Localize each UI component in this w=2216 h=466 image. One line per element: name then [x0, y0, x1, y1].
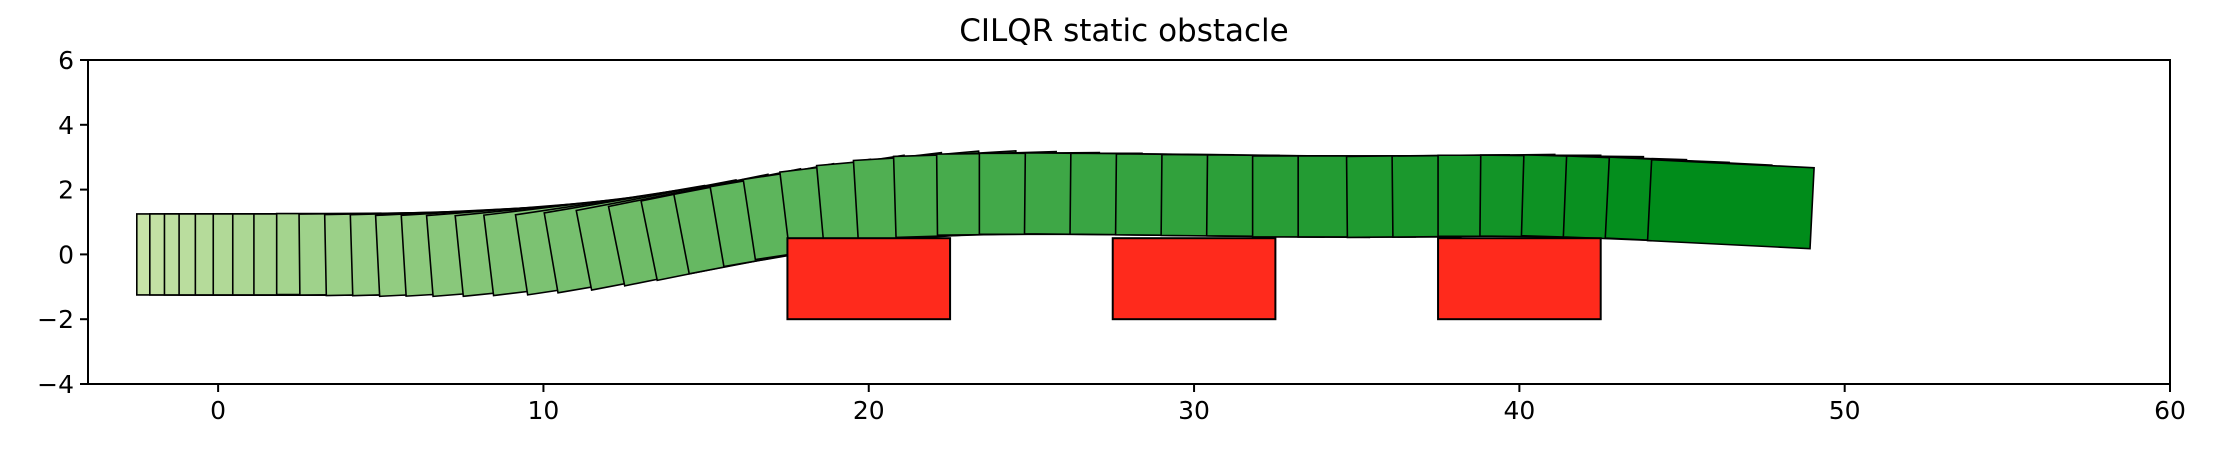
- y-tick-label: 0: [58, 240, 74, 269]
- chart-title: CILQR static obstacle: [959, 13, 1289, 49]
- y-tick-label: 6: [58, 46, 74, 75]
- x-tick-label: 0: [210, 396, 226, 425]
- y-tick-label: −2: [37, 305, 74, 334]
- axes-frame: [87, 59, 2171, 385]
- x-tick-label: 40: [1503, 396, 1535, 425]
- x-tick-label: 30: [1178, 396, 1210, 425]
- x-tick-label: 10: [528, 396, 560, 425]
- vehicle-trajectory: [136, 149, 1815, 298]
- vehicle-footprint: [1646, 158, 1815, 250]
- axes: 0 10 20 30 40 50 60 −4 −2 0 2 4 6: [37, 46, 2186, 425]
- y-tick-label: −4: [37, 370, 74, 399]
- obstacle-rect: [1111, 237, 1277, 321]
- obstacle-rect: [786, 237, 952, 321]
- x-tick-label: 20: [853, 396, 885, 425]
- y-tick-label: 4: [58, 111, 74, 140]
- x-tick-label: 60: [2154, 396, 2186, 425]
- y-tick-label: 2: [58, 176, 74, 205]
- x-tick-label: 50: [1829, 396, 1861, 425]
- obstacle-rect: [1437, 237, 1602, 321]
- obstacles: [786, 237, 1602, 321]
